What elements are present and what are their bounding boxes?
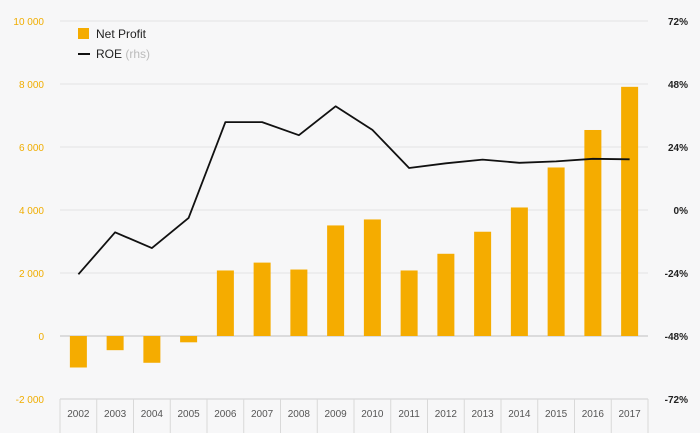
x-tick-label: 2012 xyxy=(435,409,458,420)
x-tick-label: 2004 xyxy=(141,409,164,420)
x-tick-label: 2007 xyxy=(251,409,274,420)
legend: Net Profit ROE (rhs) xyxy=(78,27,150,61)
bar-2014 xyxy=(510,207,528,336)
bar-2017 xyxy=(621,86,639,337)
left-tick-label: 4 000 xyxy=(19,206,44,217)
bar-2013 xyxy=(474,231,492,336)
legend-label-net-profit: Net Profit xyxy=(96,27,147,41)
left-tick-label: 10 000 xyxy=(13,17,44,28)
x-tick-label: 2008 xyxy=(288,409,311,420)
x-tick-label: 2003 xyxy=(104,409,127,420)
right-tick-label: -48% xyxy=(665,332,688,343)
right-y-axis: -72% -48% -24% 0% 24% 48% 72% xyxy=(665,17,688,406)
right-tick-label: 24% xyxy=(668,143,688,154)
left-y-axis: -2 000 0 2 000 4 000 6 000 8 000 10 000 xyxy=(13,17,44,406)
bar-2008 xyxy=(290,269,308,336)
x-tick-label: 2006 xyxy=(214,409,237,420)
bar-2015 xyxy=(547,167,565,336)
right-tick-label: 0% xyxy=(674,206,689,217)
x-tick-label: 2002 xyxy=(67,409,90,420)
left-tick-label: 0 xyxy=(38,332,44,343)
right-tick-label: -72% xyxy=(665,395,688,406)
left-tick-label: 6 000 xyxy=(19,143,44,154)
right-tick-label: 72% xyxy=(668,17,688,28)
left-tick-label: 8 000 xyxy=(19,80,44,91)
line-series-roe xyxy=(77,105,630,275)
left-tick-label: 2 000 xyxy=(19,269,44,280)
legend-swatch-net-profit xyxy=(78,28,89,39)
roe-line xyxy=(77,105,630,275)
bar-series-net-profit xyxy=(69,86,639,368)
bar-2002 xyxy=(69,336,87,368)
x-tick-label: 2005 xyxy=(178,409,201,420)
bar-2012 xyxy=(437,253,455,336)
x-tick-label: 2014 xyxy=(508,409,531,420)
bar-2007 xyxy=(253,262,271,336)
x-tick-label: 2016 xyxy=(582,409,605,420)
bar-2005 xyxy=(180,336,198,343)
bar-2003 xyxy=(106,336,124,351)
left-tick-label: -2 000 xyxy=(16,395,45,406)
bar-2009 xyxy=(327,225,345,336)
x-tick-label: 2013 xyxy=(472,409,495,420)
x-tick-label: 2010 xyxy=(361,409,384,420)
x-tick-label: 2009 xyxy=(325,409,348,420)
right-tick-label: -24% xyxy=(665,269,688,280)
bar-2004 xyxy=(143,336,161,363)
bar-2016 xyxy=(584,129,602,336)
right-tick-label: 48% xyxy=(668,80,688,91)
bar-2006 xyxy=(216,270,234,336)
x-tick-label: 2011 xyxy=(398,409,420,420)
legend-label-roe-suffix: (rhs) xyxy=(125,47,150,61)
bar-2011 xyxy=(400,270,418,336)
legend-label-roe: ROE (rhs) xyxy=(96,47,150,61)
x-axis: 2002 2003 2004 2005 2006 2007 2008 2009 2010 2011… xyxy=(59,399,649,433)
x-tick-label: 2015 xyxy=(545,409,568,420)
legend-label-roe-text: ROE xyxy=(96,47,122,61)
bar-2010 xyxy=(363,219,381,336)
x-tick-label: 2017 xyxy=(619,409,642,420)
